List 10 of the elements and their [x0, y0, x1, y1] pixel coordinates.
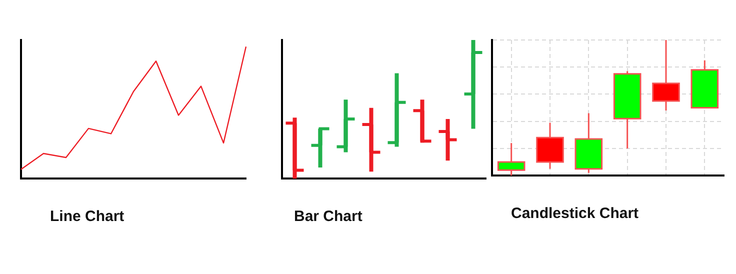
candlestick — [360, 108, 382, 172]
text: Candlestick Chart — [511, 205, 639, 222]
candlestick — [462, 40, 484, 129]
text: Line Chart — [50, 208, 124, 225]
candlestick — [412, 100, 433, 143]
candlestick — [335, 100, 356, 152]
candlestick — [437, 119, 458, 161]
candlestick — [386, 73, 408, 147]
text: Bar Chart — [294, 208, 362, 225]
candlestick — [284, 118, 306, 179]
